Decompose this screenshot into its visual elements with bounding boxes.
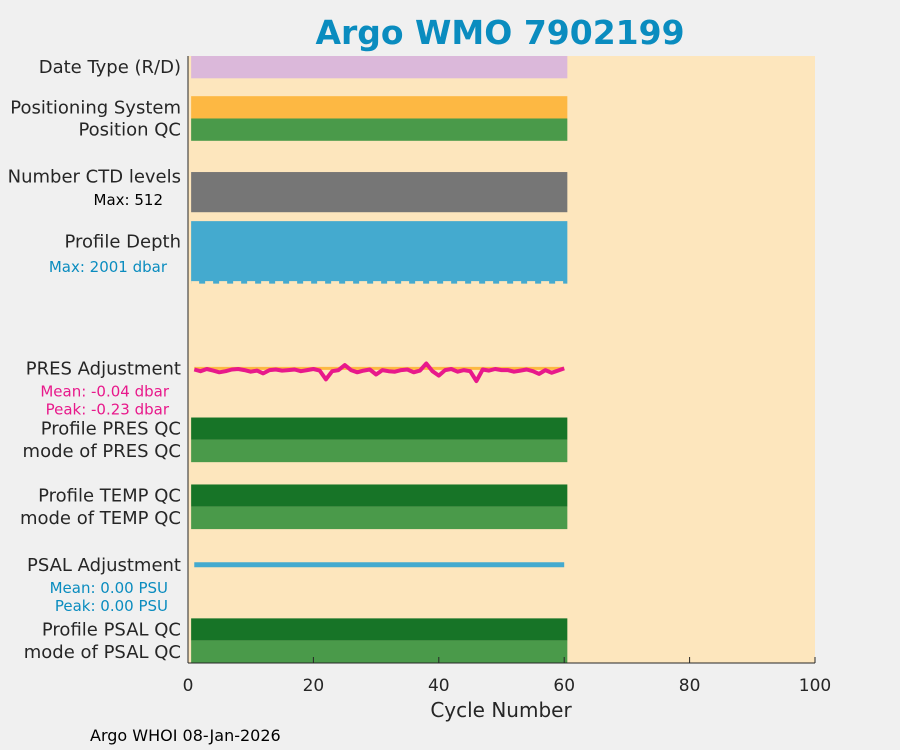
x-tick-label: 60 — [553, 676, 575, 696]
footer-credit: Argo WHOI 08-Jan-2026 — [90, 726, 281, 745]
profile-temp-qc-bar — [191, 484, 568, 507]
x-tick-label: 100 — [799, 676, 831, 696]
row-label-mode-psal-qc: mode of PSAL QC — [24, 642, 181, 663]
row-label-profile-pres-qc: Profile PRES QC — [41, 419, 181, 440]
pres-adjustment-line — [193, 361, 565, 384]
positioning-system-bar — [191, 96, 568, 119]
profile-depth-bar — [191, 221, 568, 284]
date-type-bar — [191, 56, 568, 79]
mode-temp-qc-bar — [191, 506, 568, 530]
plot-area — [188, 56, 815, 663]
row-label-profile-psal-qc: Profile PSAL QC — [42, 620, 181, 641]
row-label-positioning-system: Positioning System — [10, 97, 181, 118]
mode-pres-qc-bar — [191, 439, 568, 463]
x-tick-label: 40 — [428, 676, 450, 696]
x-tick-label: 0 — [183, 676, 194, 696]
row-label-pres-adjustment: PRES Adjustment — [26, 358, 181, 379]
mode-psal-qc-bar — [191, 640, 568, 663]
ctd-levels-max: Max: 512 — [94, 191, 163, 209]
profile-depth-max: Max: 2001 dbar — [49, 258, 168, 276]
profile-psal-qc-bar — [191, 618, 568, 641]
x-axis-label: Cycle Number — [430, 698, 572, 722]
row-label-psal-adjustment: PSAL Adjustment — [27, 555, 181, 576]
number-ctd-levels-bar — [191, 172, 568, 213]
x-tick-label: 80 — [679, 676, 701, 696]
row-label-mode-temp-qc: mode of TEMP QC — [20, 508, 181, 529]
pres-adjustment-peak: Peak: -0.23 dbar — [46, 401, 170, 419]
profile-pres-qc-bar — [191, 417, 568, 440]
row-label-profile-temp-qc: Profile TEMP QC — [38, 486, 181, 507]
position-qc-bar — [191, 118, 568, 141]
x-tick-label: 20 — [303, 676, 325, 696]
psal-adjustment-peak: Peak: 0.00 PSU — [55, 597, 168, 615]
row-label-mode-pres-qc: mode of PRES QC — [23, 441, 181, 462]
chart-title: Argo WMO 7902199 — [315, 13, 684, 52]
row-label-number-ctd-levels: Number CTD levels — [8, 167, 181, 188]
psal-adjustment-mean: Mean: 0.00 PSU — [50, 579, 168, 597]
pres-adjustment-mean: Mean: -0.04 dbar — [40, 383, 170, 401]
row-label-profile-depth: Profile Depth — [64, 232, 181, 253]
row-label-date-type: Date Type (R/D) — [39, 57, 181, 78]
row-label-position-qc: Position QC — [78, 120, 181, 141]
